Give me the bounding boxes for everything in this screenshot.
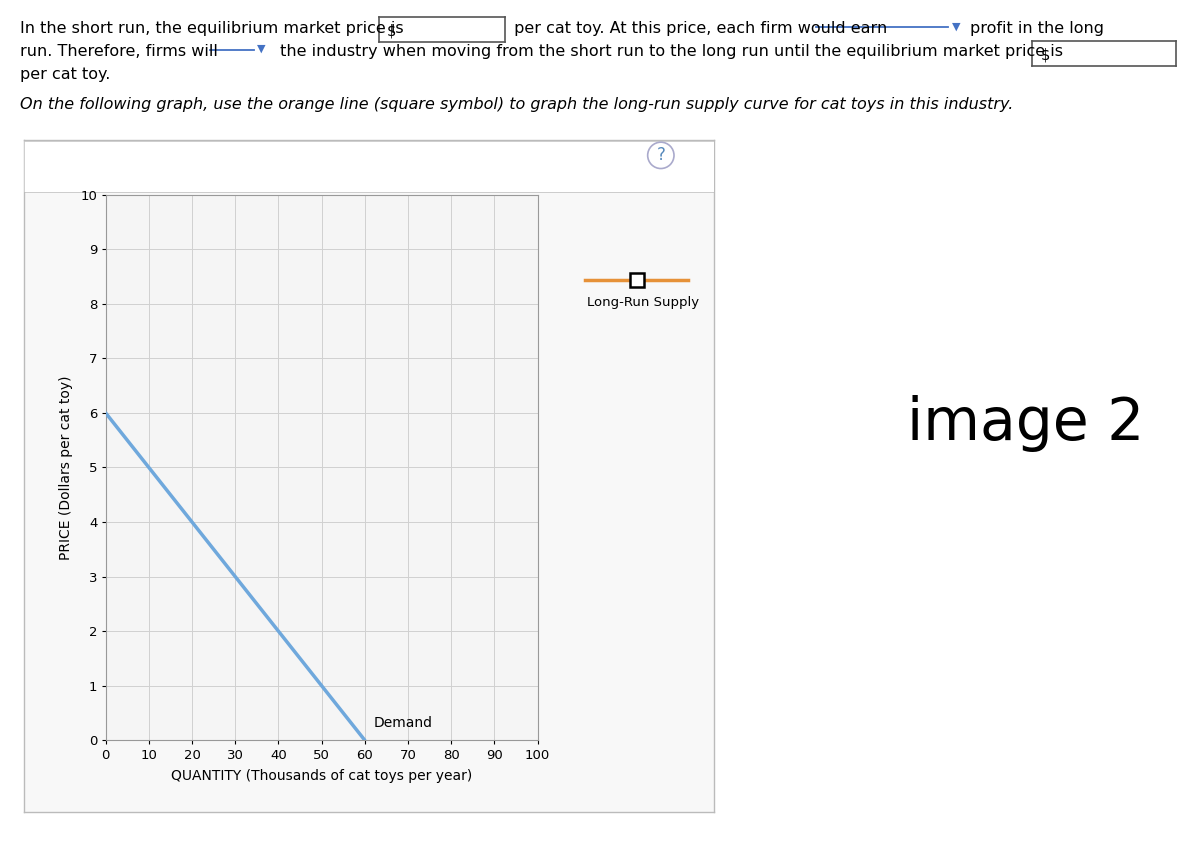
Text: the industry when moving from the short run to the long run until the equilibriu: the industry when moving from the short …: [275, 44, 1068, 59]
Text: per cat toy.: per cat toy.: [20, 67, 110, 82]
Text: In the short run, the equilibrium market price is: In the short run, the equilibrium market…: [20, 21, 409, 36]
Text: image 2: image 2: [907, 394, 1145, 452]
Text: Demand: Demand: [373, 717, 432, 730]
X-axis label: QUANTITY (Thousands of cat toys per year): QUANTITY (Thousands of cat toys per year…: [170, 768, 473, 783]
Text: ▼: ▼: [952, 21, 960, 31]
Y-axis label: PRICE (Dollars per cat toy): PRICE (Dollars per cat toy): [60, 375, 73, 560]
Text: per cat toy. At this price, each firm would earn: per cat toy. At this price, each firm wo…: [509, 21, 887, 36]
Text: $: $: [1040, 47, 1050, 62]
Text: profit in the long: profit in the long: [970, 21, 1104, 36]
Text: run. Therefore, firms will: run. Therefore, firms will: [20, 44, 218, 59]
Text: ▼: ▼: [257, 44, 265, 54]
Text: On the following graph, use the orange line (square symbol) to graph the long-ru: On the following graph, use the orange l…: [20, 97, 1014, 113]
Text: Long-Run Supply: Long-Run Supply: [587, 296, 698, 309]
Text: $: $: [386, 24, 396, 38]
Text: ?: ?: [656, 146, 665, 164]
